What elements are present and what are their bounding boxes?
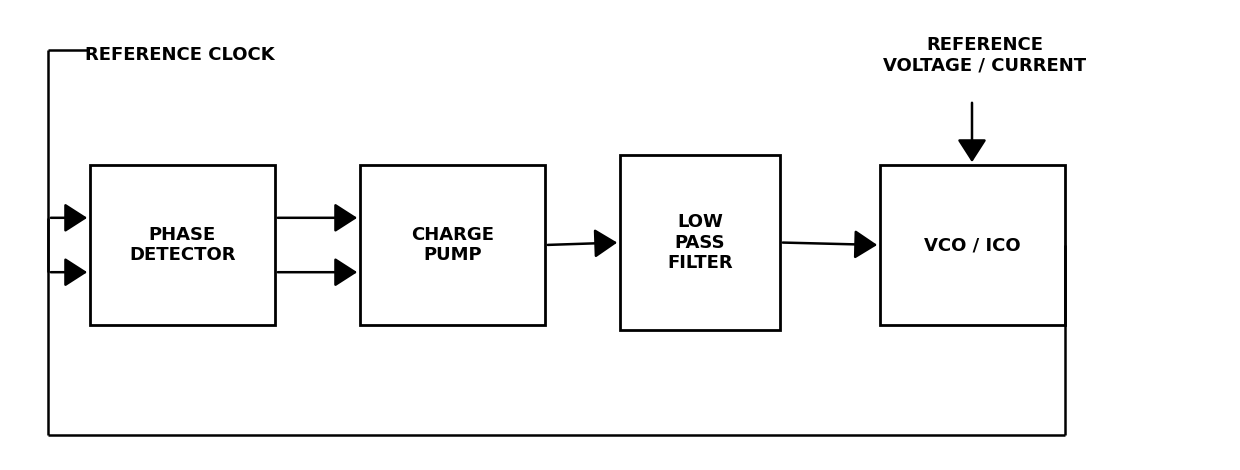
Text: PHASE
DETECTOR: PHASE DETECTOR [129,226,236,265]
Text: REFERENCE
VOLTAGE / CURRENT: REFERENCE VOLTAGE / CURRENT [883,36,1086,74]
Text: LOW
PASS
FILTER: LOW PASS FILTER [667,213,733,272]
Text: VCO / ICO: VCO / ICO [924,236,1021,254]
Bar [620,155,780,330]
Text: CHARGE
PUMP: CHARGE PUMP [410,226,494,265]
Bar [360,165,546,325]
Bar [91,165,275,325]
Bar [880,165,1065,325]
Text: REFERENCE CLOCK: REFERENCE CLOCK [86,46,274,64]
